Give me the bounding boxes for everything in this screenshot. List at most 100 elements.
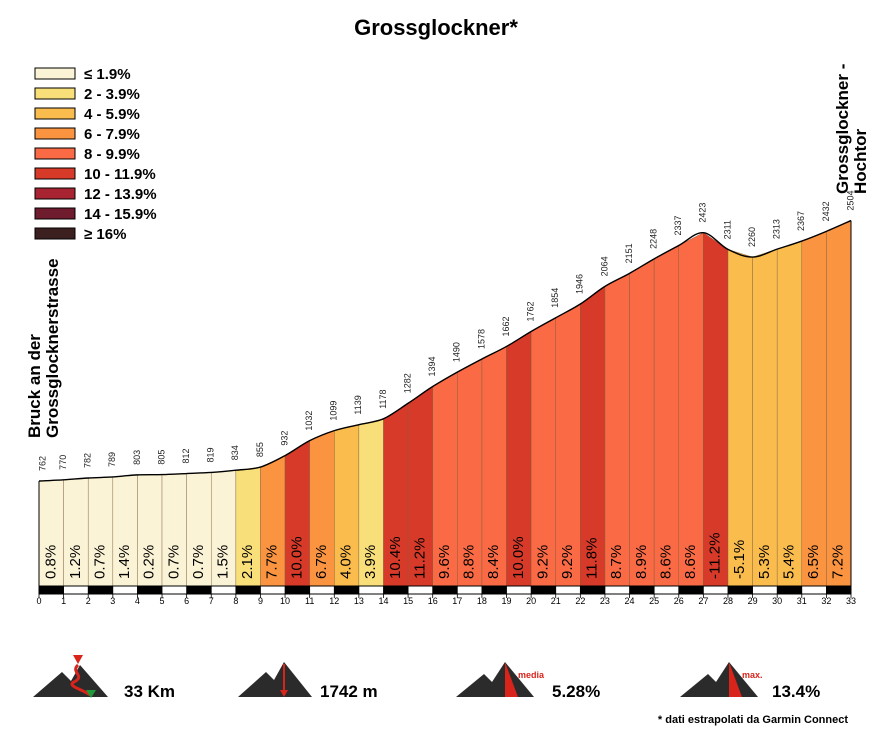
km-tick-label: 13 xyxy=(354,596,364,606)
km-scale-block xyxy=(629,586,655,594)
gradient-label: 10.0% xyxy=(510,536,527,579)
start-location-line: Bruck an der xyxy=(25,334,44,438)
altitude-label: 789 xyxy=(107,452,117,467)
altitude-label: 782 xyxy=(83,453,93,468)
endpoint-labels: Bruck an derGrossglocknerstrasseGrossglo… xyxy=(25,64,870,438)
km-scale-block xyxy=(334,586,359,594)
legend-swatch xyxy=(34,127,76,140)
gradient-segment xyxy=(629,258,655,587)
legend-swatch xyxy=(34,67,76,80)
max-gradient-caption: max. xyxy=(742,670,763,680)
altitude-label: 803 xyxy=(132,450,142,465)
altitude-label: 1854 xyxy=(550,288,560,308)
gradient-label: -11.2% xyxy=(707,533,724,579)
km-tick-label: 0 xyxy=(36,596,41,606)
profile-outline xyxy=(38,219,852,586)
km-scale-block xyxy=(39,586,64,594)
gradient-label: 7.2% xyxy=(830,545,847,579)
km-tick-label: 33 xyxy=(846,596,856,606)
altitude-label: 2313 xyxy=(772,219,782,239)
km-scale-block xyxy=(186,586,212,594)
km-tick-label: 25 xyxy=(649,596,659,606)
elevation-gain-icon xyxy=(238,662,312,697)
gradient-label: 9.2% xyxy=(534,545,551,579)
gradient-label: 3.9% xyxy=(362,545,379,579)
altitude-label: 1662 xyxy=(501,316,511,336)
legend-label: 6 - 7.9% xyxy=(84,126,140,143)
gradient-label: 8.6% xyxy=(682,545,699,579)
altitude-label: 2423 xyxy=(698,203,708,223)
altitude-label: 2311 xyxy=(722,220,732,239)
gradient-segment xyxy=(653,245,679,587)
gradient-label: 1.2% xyxy=(67,545,84,579)
gradient-segment xyxy=(752,248,778,587)
gradient-label: 8.8% xyxy=(461,545,478,579)
km-tick-label: 1 xyxy=(61,596,66,606)
km-scale-block xyxy=(678,586,704,594)
altitude-label: 1578 xyxy=(476,329,486,349)
altitude-label: 819 xyxy=(206,447,216,462)
altitude-label: 1490 xyxy=(452,342,462,362)
legend-label: 8 - 9.9% xyxy=(84,146,140,163)
altitude-label: 2151 xyxy=(624,243,634,263)
legend-label: 2 - 3.9% xyxy=(84,86,140,103)
gradient-label: 4.0% xyxy=(338,545,355,579)
km-scale-block xyxy=(777,586,802,594)
km-scale-block xyxy=(727,586,753,594)
end-location-line: Hochtor xyxy=(851,128,870,194)
gradient-label: 10.0% xyxy=(288,536,305,579)
gradient-label: 1.5% xyxy=(215,545,232,579)
gradient-label: 0.7% xyxy=(91,545,108,579)
km-tick-label: 26 xyxy=(674,596,684,606)
max-gradient-icon xyxy=(680,662,758,697)
altitude-label: 1032 xyxy=(304,411,314,431)
altitude-label: 1178 xyxy=(378,389,388,408)
km-axis: 0 1 2 3 4 5 6 7 8 9 10 11 12 13 14 15 16 17 18 19 20 21 22 23 24… xyxy=(36,585,856,606)
km-tick-label: 30 xyxy=(772,596,782,606)
profile-line xyxy=(38,219,852,482)
altitude-label: 1099 xyxy=(329,401,339,421)
legend-label: 4 - 5.9% xyxy=(84,106,140,123)
altitude-label: 812 xyxy=(181,448,191,463)
chart-title: Grossglockner* xyxy=(354,15,518,40)
legend-swatch xyxy=(34,187,76,200)
km-tick-label: 3 xyxy=(110,596,115,606)
gradient-label: 6.7% xyxy=(313,545,330,579)
km-scale-block xyxy=(383,586,409,594)
gradient-label: 0.2% xyxy=(141,545,158,579)
km-tick-label: 23 xyxy=(600,596,610,606)
elevation-stat: 1742 m xyxy=(238,662,378,701)
gradient-label: 9.6% xyxy=(436,545,453,579)
gradient-label: 8.9% xyxy=(633,545,650,579)
gradient-label: 0.8% xyxy=(42,545,59,579)
legend-swatch xyxy=(34,207,76,220)
gradient-label: -5.1% xyxy=(731,540,748,579)
km-tick-label: 10 xyxy=(280,596,290,606)
altitude-label: 2248 xyxy=(649,229,659,249)
legend-swatch xyxy=(34,167,76,180)
gradient-label: 1.4% xyxy=(116,545,133,579)
altitude-labels: 762 770 782 789 803 805 812 819 834 855 932 1032 109… xyxy=(37,191,855,471)
km-tick-label: 19 xyxy=(502,596,512,606)
gradient-label: 11.8% xyxy=(584,538,601,579)
altitude-label: 932 xyxy=(279,431,289,446)
gradient-label: 8.4% xyxy=(485,545,502,579)
altitude-label: 1762 xyxy=(525,301,535,321)
km-tick-label: 2 xyxy=(86,596,91,606)
km-scale-block xyxy=(580,586,605,594)
altitude-label: 2367 xyxy=(796,211,806,231)
gradient-segment xyxy=(727,249,753,587)
altitude-label: 1946 xyxy=(575,274,585,294)
km-tick-label: 22 xyxy=(575,596,585,606)
gradient-legend: ≤ 1.9% 2 - 3.9% 4 - 5.9% 6 - 7.9% 8 - 9.9% 10… xyxy=(34,66,157,243)
gradient-segment xyxy=(776,240,802,587)
km-tick-label: 8 xyxy=(233,596,238,606)
altitude-label: 2260 xyxy=(747,227,757,247)
gradient-labels: 0.8% 1.2% 0.7% 1.4% 0.2% 0.7% 0.7% 1.5% 2.1% 7.7%… xyxy=(42,533,846,579)
altitude-label: 1139 xyxy=(353,395,363,414)
end-location-line: Grossglockner - xyxy=(833,64,852,194)
km-scale-block xyxy=(531,586,556,594)
altitude-label: 1394 xyxy=(427,356,437,376)
gradient-label: 5.4% xyxy=(780,545,797,579)
